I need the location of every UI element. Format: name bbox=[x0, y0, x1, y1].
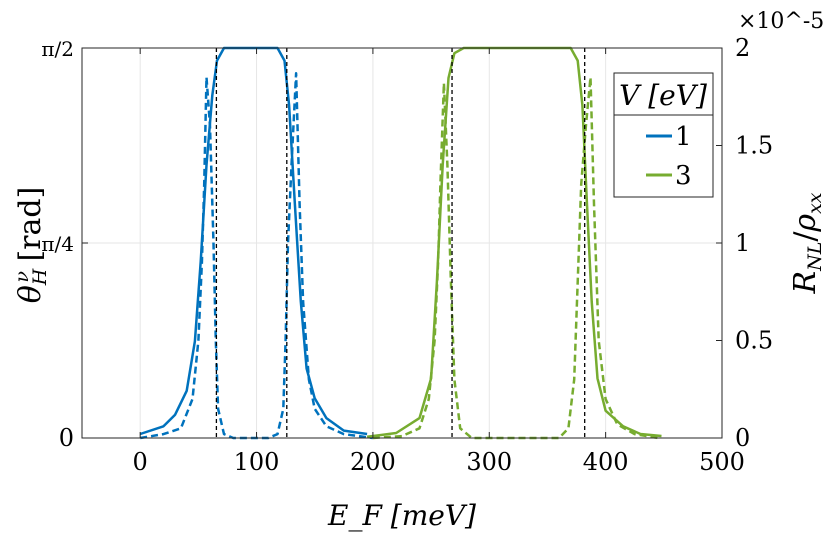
y-axis-label-left: θHν [rad] bbox=[11, 187, 51, 304]
x-tick-label: 500 bbox=[699, 448, 745, 476]
y-tick-label-left: π/2 bbox=[41, 37, 74, 61]
series-1-dashed bbox=[139, 72, 374, 440]
legend-title: V [eV] bbox=[619, 79, 707, 112]
right-exponent: ×10^-5 bbox=[738, 9, 824, 34]
series-group bbox=[139, 46, 662, 440]
y-tick-label-right: 1 bbox=[735, 229, 750, 257]
y-tick-label-right: 2 bbox=[735, 34, 750, 62]
y-tick-label-right: 0 bbox=[735, 424, 750, 452]
x-tick-label: 400 bbox=[583, 448, 629, 476]
legend-entry-3: 3 bbox=[675, 161, 692, 191]
y-tick-label-left: π/4 bbox=[41, 232, 74, 256]
series-1-solid bbox=[139, 46, 368, 436]
legend-entry-1: 1 bbox=[675, 122, 692, 152]
x-tick-label: 300 bbox=[466, 448, 512, 476]
y-tick-label-right: 1.5 bbox=[735, 132, 773, 160]
y-tick-label-left: 0 bbox=[59, 424, 74, 452]
x-tick-label: 100 bbox=[234, 448, 280, 476]
x-axis-label: E_F [meV] bbox=[327, 499, 476, 532]
y-tick-label-right: 0.5 bbox=[735, 327, 773, 355]
x-tick-label: 0 bbox=[133, 448, 148, 476]
legend: V [eV] 1 3 bbox=[613, 72, 714, 198]
y-axis-label-right: RNL/ρxx bbox=[788, 192, 826, 294]
x-tick-label: 200 bbox=[350, 448, 396, 476]
